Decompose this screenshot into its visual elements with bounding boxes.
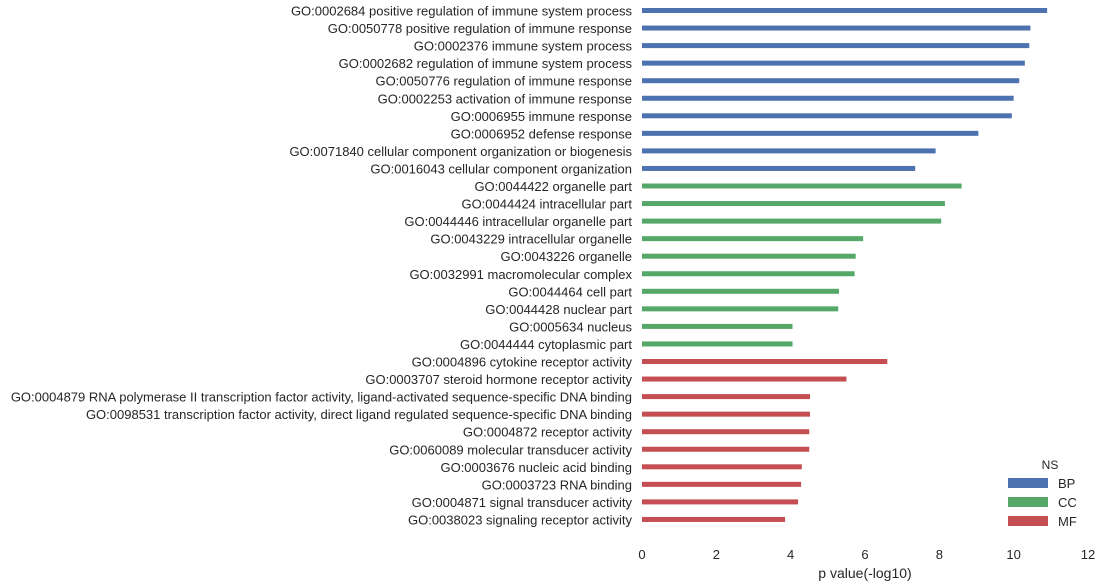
bar-mf [642, 481, 802, 487]
category-label: GO:0060089 molecular transducer activity [389, 442, 632, 457]
x-tick-label: 6 [861, 547, 868, 562]
category-label: GO:0044422 organelle part [474, 179, 632, 194]
bar-mf [642, 464, 802, 470]
bar-cc [642, 341, 793, 347]
bar-bp [642, 148, 936, 154]
x-tick-label: 8 [936, 547, 943, 562]
bar-cc [642, 201, 945, 207]
bar-cc [642, 253, 856, 259]
category-label: GO:0044424 intracellular part [461, 197, 632, 212]
category-label: GO:0043229 intracellular organelle [430, 232, 632, 247]
bar-bp [642, 130, 979, 136]
category-label: GO:0044464 cell part [508, 284, 632, 299]
bar-bp [642, 113, 1012, 119]
x-tick-labels-group: 0 2 4 6 8 10 12 [638, 547, 1095, 562]
bar-cc [642, 271, 855, 277]
category-label: GO:0044428 nuclear part [485, 302, 632, 317]
category-label: GO:0006955 immune response [451, 109, 632, 124]
category-label: GO:0016043 cellular component organizati… [370, 161, 632, 176]
bars-group [642, 8, 1048, 522]
bar-bp [642, 95, 1014, 101]
legend: NS BP CC MF [1008, 458, 1077, 529]
category-label: GO:0050778 positive regulation of immune… [328, 21, 632, 36]
category-label: GO:0002684 positive regulation of immune… [291, 4, 633, 19]
category-label: GO:0004872 receptor activity [463, 425, 633, 440]
category-label: GO:0044446 intracellular organelle part [404, 214, 632, 229]
category-label: GO:0038023 signaling receptor activity [408, 512, 633, 527]
bar-bp [642, 8, 1048, 13]
category-label: GO:0006952 defense response [451, 126, 632, 141]
bar-mf [642, 394, 810, 400]
bar-bp [642, 25, 1031, 31]
x-axis-title: p value(-log10) [818, 565, 911, 581]
legend-title: NS [1042, 458, 1059, 472]
bar-bp [642, 60, 1025, 66]
bar-cc [642, 236, 864, 242]
x-tick-label: 12 [1081, 547, 1095, 562]
bar-mf [642, 516, 786, 522]
category-label: GO:0002376 immune system process [414, 39, 633, 54]
legend-label-mf: MF [1058, 514, 1077, 529]
category-label: GO:0004896 cytokine receptor activity [412, 355, 633, 370]
bar-mf [642, 499, 799, 505]
bar-bp [642, 165, 916, 171]
legend-swatch-cc [1008, 497, 1048, 507]
bar-mf [642, 376, 847, 382]
x-tick-label: 10 [1006, 547, 1020, 562]
category-label: GO:0004879 RNA polymerase II transcripti… [11, 390, 632, 405]
category-label: GO:0003707 steroid hormone receptor acti… [365, 372, 632, 387]
category-label: GO:0002682 regulation of immune system p… [339, 56, 633, 71]
bar-bp [642, 43, 1030, 49]
category-label: GO:0003723 RNA binding [482, 477, 632, 492]
category-label: GO:0004871 signal transducer activity [412, 495, 633, 510]
bar-cc [642, 183, 962, 189]
category-label: GO:0002253 activation of immune response [378, 91, 632, 106]
legend-label-bp: BP [1058, 476, 1075, 491]
x-tick-label: 4 [787, 547, 794, 562]
x-tick-label: 0 [638, 547, 645, 562]
bar-cc [642, 323, 793, 329]
bar-cc [642, 306, 839, 312]
category-label: GO:0005634 nucleus [509, 319, 632, 334]
bar-mf [642, 359, 888, 364]
bar-bp [642, 78, 1020, 84]
category-label: GO:0043226 organelle [500, 249, 632, 264]
legend-swatch-bp [1008, 478, 1048, 488]
bar-cc [642, 218, 942, 224]
legend-swatch-mf [1008, 516, 1048, 526]
x-tick-label: 2 [713, 547, 720, 562]
legend-label-cc: CC [1058, 495, 1077, 510]
category-label: GO:0071840 cellular component organizati… [289, 144, 632, 159]
category-label: GO:0032991 macromolecular complex [409, 267, 632, 282]
bar-mf [642, 446, 810, 452]
category-label: GO:0098531 transcription factor activity… [86, 407, 632, 422]
category-label: GO:0050776 regulation of immune response [375, 74, 632, 89]
bar-mf [642, 411, 810, 417]
bar-cc [642, 288, 839, 294]
bar-mf [642, 429, 810, 435]
category-labels-group: GO:0002684 positive regulation of immune… [11, 4, 633, 528]
category-label: GO:0044444 cytoplasmic part [460, 337, 632, 352]
category-label: GO:0003676 nucleic acid binding [440, 460, 632, 475]
